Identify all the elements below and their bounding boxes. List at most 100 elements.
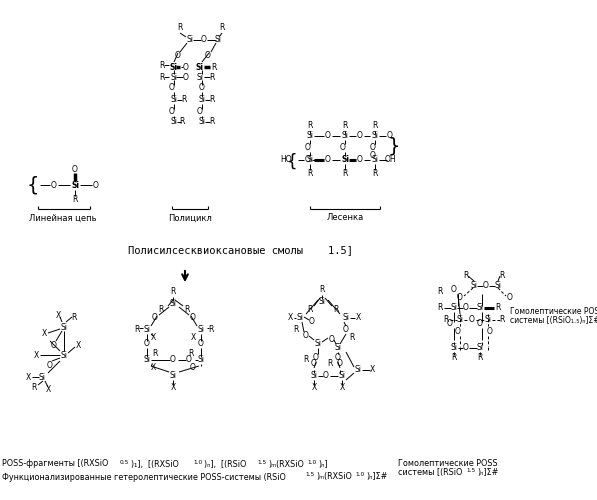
Text: O: O bbox=[340, 144, 346, 152]
Text: 1.0: 1.0 bbox=[193, 460, 202, 464]
Text: O: O bbox=[201, 36, 207, 44]
Text: O: O bbox=[463, 304, 469, 312]
Text: Si: Si bbox=[485, 316, 491, 324]
Text: R: R bbox=[307, 306, 313, 314]
Text: Si: Si bbox=[476, 344, 484, 352]
Text: 1.5: 1.5 bbox=[466, 468, 475, 472]
Text: X: X bbox=[33, 350, 39, 360]
Text: Si: Si bbox=[310, 372, 318, 380]
Text: R: R bbox=[499, 272, 504, 280]
Text: O: O bbox=[477, 320, 483, 328]
Text: )ₘ(RXSiO: )ₘ(RXSiO bbox=[268, 460, 304, 468]
Text: Si: Si bbox=[306, 156, 313, 164]
Text: Si: Si bbox=[171, 118, 177, 126]
Text: R: R bbox=[444, 316, 449, 324]
Text: O: O bbox=[469, 316, 475, 324]
Text: O: O bbox=[357, 132, 363, 140]
Text: Si: Si bbox=[196, 72, 204, 82]
Text: O: O bbox=[303, 332, 309, 340]
Text: 0.5: 0.5 bbox=[120, 460, 130, 464]
Text: O: O bbox=[447, 320, 453, 328]
Text: R: R bbox=[158, 306, 164, 314]
Text: 1.0: 1.0 bbox=[355, 472, 364, 478]
Text: O: O bbox=[51, 180, 57, 190]
Text: Si: Si bbox=[38, 372, 45, 382]
Text: R: R bbox=[463, 272, 469, 280]
Text: )ₙ]Σ#: )ₙ]Σ# bbox=[477, 468, 498, 476]
Text: Si: Si bbox=[371, 156, 378, 164]
Text: Полицикл: Полицикл bbox=[168, 214, 212, 222]
Text: Si: Si bbox=[60, 322, 67, 332]
Text: R: R bbox=[159, 60, 165, 70]
Text: R: R bbox=[496, 304, 501, 312]
Text: O: O bbox=[387, 132, 393, 140]
Text: O: O bbox=[305, 144, 311, 152]
Text: O: O bbox=[175, 50, 181, 59]
Text: R: R bbox=[451, 354, 457, 362]
Text: O: O bbox=[325, 132, 331, 140]
Text: R: R bbox=[159, 72, 165, 82]
Text: Si: Si bbox=[338, 372, 346, 380]
Text: Линейная цепь: Линейная цепь bbox=[29, 214, 97, 222]
Text: }: } bbox=[387, 136, 400, 156]
Text: R: R bbox=[478, 354, 483, 362]
Text: R: R bbox=[208, 326, 214, 334]
Text: R: R bbox=[499, 316, 504, 324]
Text: O: O bbox=[190, 364, 196, 372]
Text: OH: OH bbox=[384, 156, 396, 164]
Text: O: O bbox=[370, 144, 376, 152]
Text: Si: Si bbox=[143, 356, 150, 364]
Text: R: R bbox=[210, 118, 215, 126]
Text: 1.5: 1.5 bbox=[257, 460, 266, 464]
Text: X: X bbox=[339, 384, 344, 392]
Text: R: R bbox=[179, 118, 184, 126]
Text: системы [(RSiO: системы [(RSiO bbox=[398, 468, 462, 476]
Text: X: X bbox=[150, 364, 156, 372]
Text: O: O bbox=[205, 50, 211, 59]
Text: Si: Si bbox=[319, 298, 325, 306]
Text: X: X bbox=[45, 384, 51, 394]
Text: Si: Si bbox=[170, 300, 177, 308]
Text: X: X bbox=[312, 384, 316, 392]
Text: R: R bbox=[327, 360, 333, 368]
Text: O: O bbox=[329, 336, 335, 344]
Text: )₁],  [(RXSiO: )₁], [(RXSiO bbox=[131, 460, 179, 468]
Text: Si: Si bbox=[198, 356, 205, 364]
Text: Si: Si bbox=[198, 96, 205, 104]
Text: {: { bbox=[27, 176, 39, 195]
Text: O: O bbox=[93, 180, 99, 190]
Text: R: R bbox=[307, 122, 313, 130]
Text: Si: Si bbox=[355, 366, 362, 374]
Text: O: O bbox=[199, 84, 205, 92]
Text: Si: Si bbox=[143, 326, 150, 334]
Text: R: R bbox=[170, 288, 176, 296]
Text: Si: Si bbox=[71, 180, 79, 190]
Text: R: R bbox=[219, 24, 224, 32]
Text: O: O bbox=[483, 282, 489, 290]
Text: O: O bbox=[190, 314, 196, 322]
Text: Si: Si bbox=[60, 350, 67, 360]
Text: O: O bbox=[170, 356, 176, 364]
Text: O: O bbox=[197, 108, 203, 116]
Text: )ₙ],  [(RSiO: )ₙ], [(RSiO bbox=[204, 460, 247, 468]
Text: R: R bbox=[342, 168, 347, 177]
Text: X: X bbox=[190, 334, 196, 342]
Text: O: O bbox=[311, 360, 317, 368]
Text: Si: Si bbox=[170, 372, 177, 380]
Text: O: O bbox=[313, 354, 319, 362]
Text: Функционализированные гетеролептические POSS-системы (RSiO: Функционализированные гетеролептические … bbox=[2, 472, 286, 482]
Text: 1.0: 1.0 bbox=[307, 460, 316, 464]
Text: O: O bbox=[183, 72, 189, 82]
Text: 1.5: 1.5 bbox=[305, 472, 314, 478]
Text: X: X bbox=[150, 334, 156, 342]
Text: O: O bbox=[451, 286, 457, 294]
Text: R: R bbox=[210, 96, 215, 104]
Text: Si: Si bbox=[470, 282, 478, 290]
Text: R: R bbox=[152, 350, 158, 358]
Text: Si: Si bbox=[451, 304, 457, 312]
Text: O: O bbox=[343, 326, 349, 334]
Text: R: R bbox=[373, 168, 378, 177]
Text: Si: Si bbox=[371, 132, 378, 140]
Text: Si: Si bbox=[170, 62, 178, 72]
Text: O: O bbox=[457, 294, 463, 302]
